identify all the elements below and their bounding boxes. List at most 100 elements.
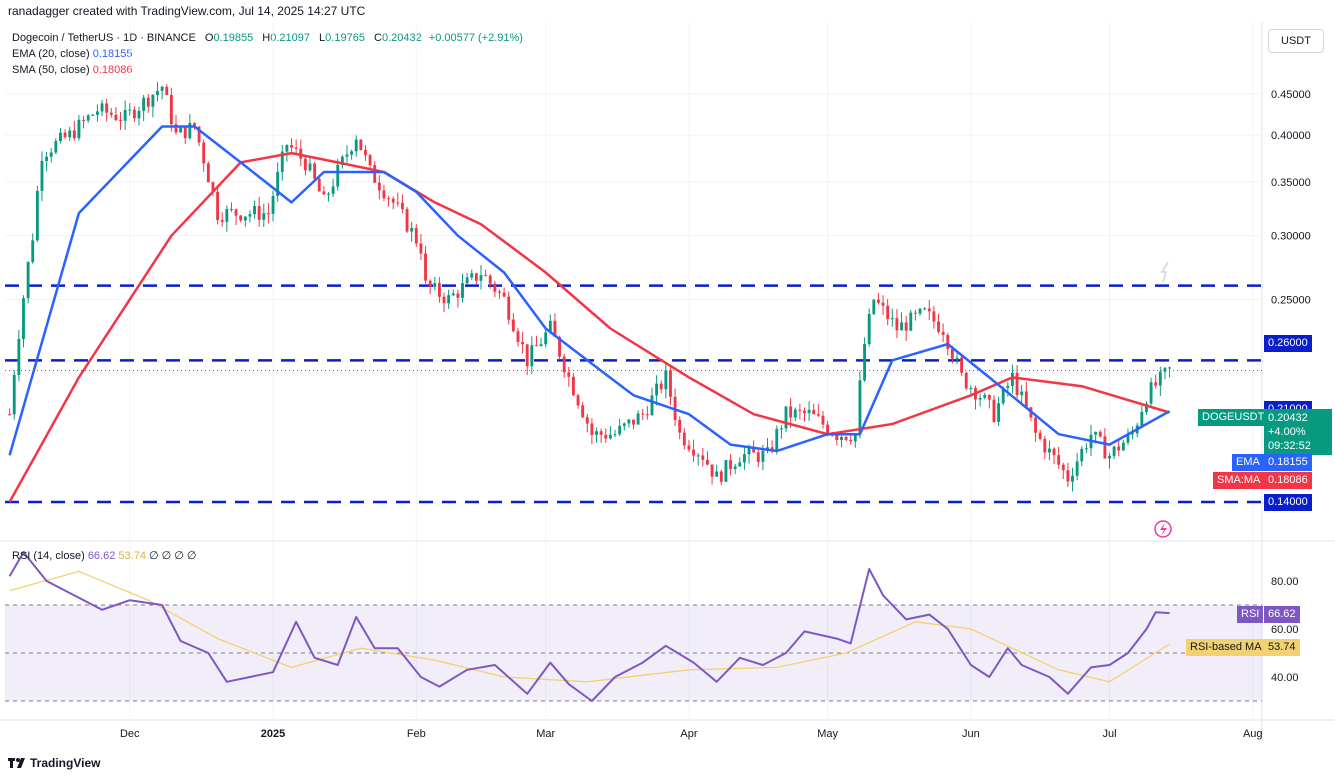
candle-body <box>960 357 964 373</box>
candle-body <box>1001 388 1005 404</box>
time-tick-label: Aug <box>1243 728 1263 740</box>
chart-credit: ranadagger created with TradingView.com,… <box>8 4 366 18</box>
candle-body <box>156 90 159 96</box>
candle-body <box>220 220 224 222</box>
candle-body <box>1006 386 1010 389</box>
candle-body <box>17 339 21 375</box>
rsi-ma-value-badge: 53.74 <box>1264 639 1300 656</box>
candle-body <box>692 449 696 456</box>
candle-body <box>470 273 474 278</box>
ema-value: 0.18155 <box>92 48 133 60</box>
candle-body <box>1024 391 1028 408</box>
candle-body <box>1163 368 1167 372</box>
candle-body <box>645 414 649 416</box>
candle-body <box>761 450 765 462</box>
candle-body <box>391 198 395 203</box>
candle-body <box>437 283 441 297</box>
candle-body <box>368 155 372 166</box>
rsi-line <box>8 551 1170 702</box>
candle-body <box>608 434 612 439</box>
legend-sma-row[interactable]: SMA (50, close) 0.18086 <box>12 62 523 78</box>
tradingview-logo[interactable]: TradingView <box>8 756 100 770</box>
price-tick-label: 0.25000 <box>1271 294 1311 306</box>
rsi-value-badge: 66.62 <box>1264 606 1300 623</box>
candle-body <box>770 447 774 451</box>
grid <box>0 22 1335 742</box>
candle-body <box>590 423 594 435</box>
candle-body <box>364 149 367 156</box>
horizontal-levels[interactable] <box>5 284 1262 504</box>
time-tick-label: Feb <box>407 728 426 740</box>
candle-body <box>132 109 136 119</box>
candle-body <box>784 406 788 429</box>
candle-body <box>983 395 987 398</box>
currency-selector[interactable]: USDT <box>1268 29 1324 53</box>
candle-body <box>160 86 164 91</box>
candle-body <box>414 227 418 244</box>
candle-body <box>410 227 414 232</box>
ema-tag: EMA <box>1232 454 1264 471</box>
candle-body <box>257 206 261 220</box>
rsi-tick-label: 60.00 <box>1271 624 1299 636</box>
candle-body <box>322 191 326 195</box>
symbol-name[interactable]: Dogecoin / TetherUS · 1D · BINANCE <box>12 32 196 44</box>
sma-label: SMA (50, close) <box>12 64 90 76</box>
candle-body <box>997 403 1001 422</box>
candle-body <box>881 302 885 306</box>
rsi-tag: RSI <box>1237 606 1264 623</box>
legend-ema-row[interactable]: EMA (20, close) 0.18155 <box>12 46 523 62</box>
last-price-badge: 0.20432 +4.00% 09:32:52 <box>1264 409 1332 455</box>
candle-body <box>937 321 940 332</box>
candle-body <box>539 344 543 347</box>
candle-body <box>1168 367 1172 369</box>
candle-body <box>146 97 150 107</box>
rsi-band <box>5 604 1262 702</box>
candle-body <box>202 142 206 164</box>
candle-body <box>682 432 686 446</box>
candle-body <box>474 273 478 281</box>
candle-body <box>382 190 386 199</box>
candle-body <box>595 431 598 435</box>
candle-body <box>1084 448 1088 450</box>
open-value: 0.19855 <box>213 32 254 44</box>
axes: 0.45000 0.40000 0.35000 0.30000 0.25000 Dec 20… <box>120 89 1311 740</box>
level-badge-140: 0.14000 <box>1264 494 1312 511</box>
ema-line <box>8 125 1171 456</box>
rsi-label[interactable]: RSI (14, close) <box>12 550 85 562</box>
time-tick-label: Jun <box>962 728 980 740</box>
sma-line <box>8 151 1170 503</box>
candle-body <box>377 182 381 191</box>
candle-body <box>1094 431 1098 435</box>
candle-body <box>45 156 49 162</box>
candle-body <box>558 336 561 357</box>
candle-body <box>1103 436 1107 459</box>
candle-body <box>1015 372 1019 396</box>
symbol-name-tag: DOGEUSDT <box>1198 409 1269 426</box>
price-tick-label: 0.40000 <box>1271 130 1311 142</box>
candle-body <box>105 103 109 113</box>
candle-body <box>1047 448 1051 453</box>
candle-body <box>618 425 622 435</box>
candle-body <box>442 296 446 304</box>
change-value: +0.00577 (+2.91%) <box>428 32 523 44</box>
candle-body <box>826 424 830 434</box>
candle-body <box>886 305 890 320</box>
last-price: 0.20432 <box>1268 412 1308 424</box>
candle-body <box>729 460 732 469</box>
candle-body <box>239 215 243 221</box>
candle-body <box>498 291 501 293</box>
candle-body <box>733 466 737 469</box>
candle-body <box>345 154 349 157</box>
candle-body <box>169 94 173 125</box>
candle-body <box>197 126 201 143</box>
candle-body <box>461 283 464 298</box>
candle-body <box>562 356 566 373</box>
candle-body <box>710 464 714 477</box>
candle-body <box>816 414 820 416</box>
candle-body <box>548 320 552 333</box>
candle-body <box>211 182 215 192</box>
rsi-ma-value: 53.74 <box>118 550 146 562</box>
rsi-ma-tag: RSI-based MA <box>1186 639 1266 656</box>
candle-body <box>747 447 751 455</box>
